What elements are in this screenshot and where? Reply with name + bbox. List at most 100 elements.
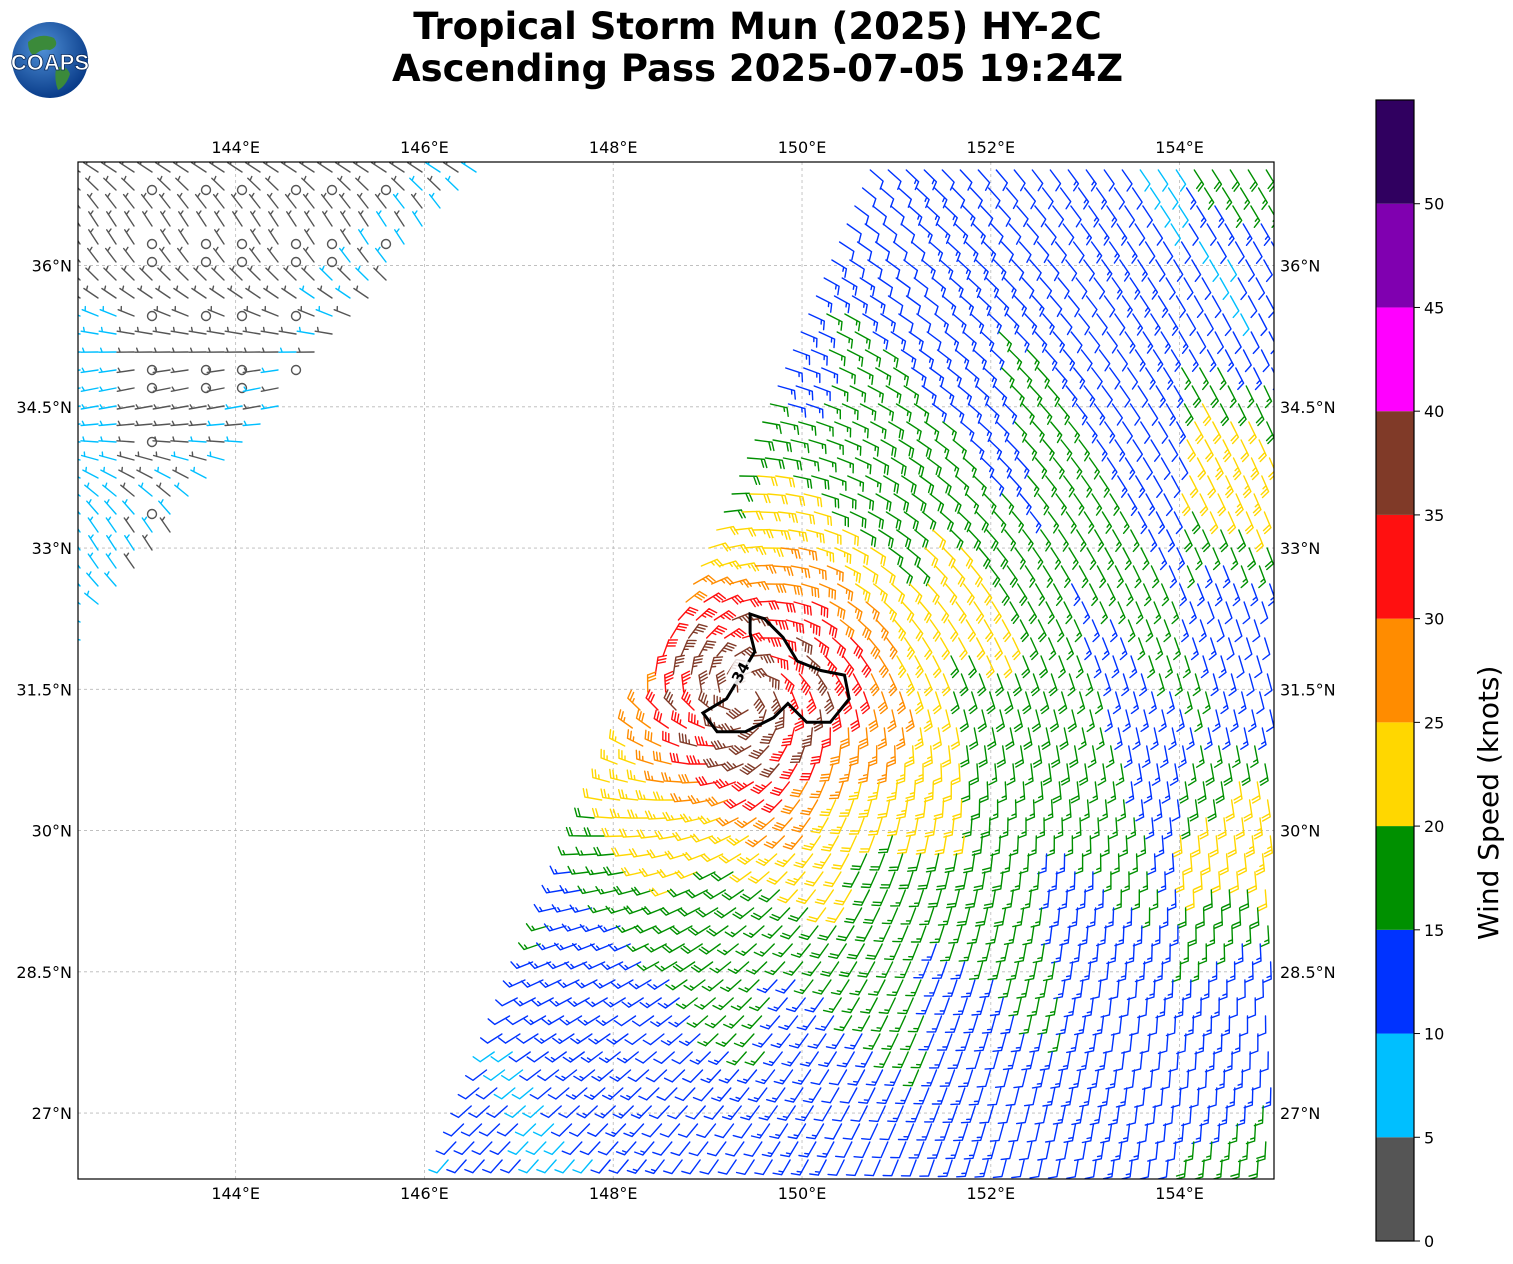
wind-barb: [900, 907, 917, 925]
wind-barb: [1098, 349, 1111, 372]
wind-barb: [838, 241, 855, 261]
wind-barb: [582, 961, 606, 970]
wind-barb: [1001, 367, 1015, 389]
wind-barb: [555, 1069, 578, 1082]
wind-barb: [872, 205, 887, 226]
wind-barb: [1012, 673, 1022, 697]
wind-barb: [780, 421, 800, 435]
wind-barb: [1155, 259, 1166, 282]
wind-barb: [1245, 511, 1254, 535]
wind-barb: [750, 1123, 771, 1139]
wind-barb: [685, 590, 708, 603]
wind-barb: [1099, 601, 1108, 625]
wind-barb: [1060, 763, 1071, 786]
wind-barb: [1034, 457, 1048, 480]
wind-barb: [653, 1051, 675, 1064]
wind-barb: [778, 637, 797, 652]
wind-barb: [1157, 169, 1169, 192]
wind-barb: [811, 601, 829, 618]
wind-barb: [1255, 529, 1264, 553]
wind-barb: [1196, 745, 1205, 768]
wind-barb: [1230, 709, 1239, 732]
calm-wind-marker: [290, 310, 302, 322]
wind-barb: [628, 848, 652, 858]
wind-barb: [852, 1015, 871, 1032]
wind-barb: [88, 210, 99, 227]
wind-barb: [793, 475, 813, 489]
wind-barb: [976, 637, 986, 661]
wind-barb: [1224, 223, 1235, 246]
lat-tick-label-left: 34.5°N: [16, 398, 72, 417]
wind-barb: [1047, 1159, 1061, 1179]
wind-barb: [918, 223, 933, 244]
wind-barb: [1000, 1141, 1015, 1161]
wind-barb: [644, 1159, 665, 1175]
wind-barb: [322, 210, 333, 227]
wind-barb: [726, 1051, 747, 1066]
wind-barb: [1150, 313, 1161, 336]
wind-barb: [1169, 925, 1179, 947]
wind-barb: [1181, 817, 1191, 840]
wind-barb: [910, 925, 927, 943]
wind-barb: [98, 420, 117, 427]
wind-barb: [959, 169, 973, 191]
wind-barb: [977, 169, 991, 191]
wind-barb: [811, 475, 830, 490]
colorbar-frame: [1375, 99, 1415, 1242]
wind-barb: [1134, 349, 1146, 372]
wind-barb: [836, 457, 854, 474]
wind-barb: [853, 1141, 871, 1159]
wind-barb: [482, 1159, 503, 1174]
wind-barb: [819, 799, 837, 817]
wind-barb: [260, 404, 279, 410]
wind-barb: [1219, 403, 1230, 427]
wind-barb: [138, 482, 153, 497]
wind-barb: [1216, 619, 1225, 643]
wind-barb: [1157, 1159, 1169, 1179]
wind-barb: [1081, 601, 1091, 625]
wind-barb: [1107, 1105, 1120, 1126]
wind-barb: [656, 869, 680, 879]
wind-barb: [754, 564, 777, 574]
wind-barb: [1097, 763, 1107, 786]
wind-barb: [214, 210, 225, 227]
wind-barb: [952, 997, 968, 1016]
wind-barb: [1053, 979, 1066, 1000]
colorbar-label: Wind Speed (knots): [1472, 665, 1505, 940]
wind-barb: [1060, 313, 1073, 336]
coaps-logo: COAPS: [10, 22, 90, 98]
wind-barb: [983, 889, 996, 910]
wind-barb: [933, 799, 945, 820]
wind-barb: [319, 265, 333, 281]
calm-wind-marker: [200, 184, 212, 196]
wind-barb: [1238, 691, 1247, 715]
wind-barb: [119, 285, 135, 299]
wind-barb: [809, 943, 829, 959]
wind-barb: [814, 637, 830, 657]
wind-barb: [1244, 637, 1253, 661]
wind-barb: [690, 655, 704, 675]
wind-barb: [1165, 277, 1176, 300]
wind-barb: [806, 907, 827, 923]
wind-barb: [532, 1123, 555, 1137]
wind-barb: [886, 637, 898, 660]
wind-barb: [543, 1141, 565, 1156]
wind-barb: [516, 1033, 539, 1044]
wind-barb: [792, 1069, 812, 1085]
wind-barb: [621, 997, 644, 1008]
wind-barb: [116, 326, 135, 335]
wind-barb: [869, 169, 884, 190]
wind-barb: [1252, 619, 1261, 643]
wind-barb: [122, 192, 135, 209]
wind-barb: [736, 1069, 758, 1084]
wind-barb: [857, 619, 872, 641]
wind-barb: [921, 385, 937, 405]
wind-barb: [561, 923, 585, 932]
wind-barb: [1066, 1159, 1079, 1179]
wind-barb: [714, 1123, 735, 1139]
wind-barb: [799, 1051, 819, 1067]
wind-barb: [116, 404, 135, 410]
wind-barb: [493, 1087, 516, 1100]
wind-barb: [965, 367, 980, 388]
wind-barb: [776, 1105, 796, 1121]
